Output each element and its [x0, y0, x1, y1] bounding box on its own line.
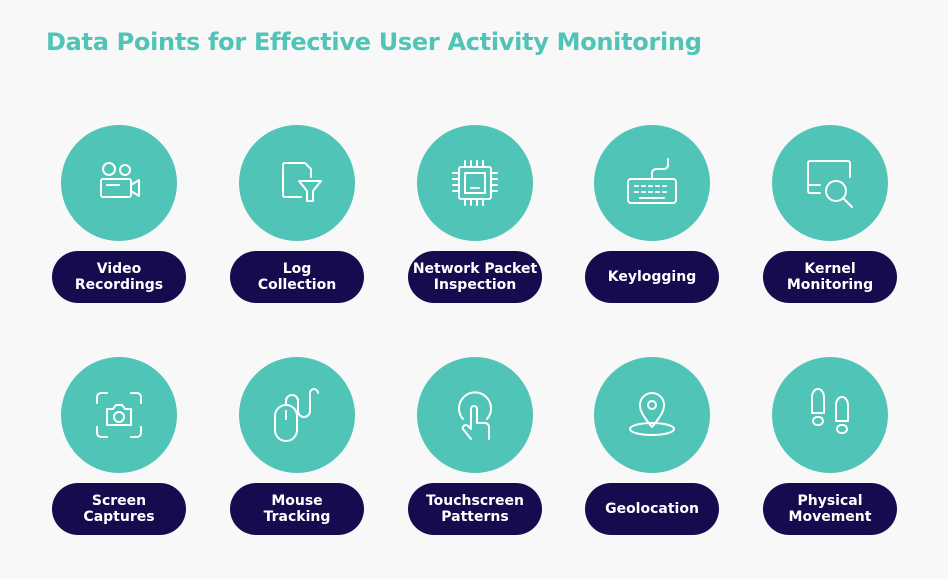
- touch-icon: [458, 391, 492, 440]
- monitor-search-icon: [807, 160, 853, 208]
- data-point-label: Network Packet Inspection: [408, 251, 542, 303]
- data-point-label: Keylogging: [585, 251, 719, 303]
- video-camera-icon: [100, 162, 140, 198]
- page-title: Data Points for Effective User Activity …: [46, 28, 702, 56]
- icon-circle: [61, 125, 177, 241]
- chip-icon: [452, 160, 498, 206]
- data-point-label: Screen Captures: [52, 483, 186, 535]
- keyboard-icon: [627, 158, 677, 204]
- data-point-label: Video Recordings: [52, 251, 186, 303]
- mouse-icon: [274, 388, 319, 442]
- data-point-label: Geolocation: [585, 483, 719, 535]
- data-point-label: Kernel Monitoring: [763, 251, 897, 303]
- file-filter-icon: [282, 162, 322, 202]
- icon-circle: [594, 125, 710, 241]
- data-point-label: Log Collection: [230, 251, 364, 303]
- location-pin-icon: [629, 392, 675, 436]
- icon-circle: [417, 125, 533, 241]
- icon-circle: [772, 125, 888, 241]
- icon-circle: [594, 357, 710, 473]
- icon-circle: [239, 125, 355, 241]
- icon-circle: [417, 357, 533, 473]
- data-point-label: Physical Movement: [763, 483, 897, 535]
- icon-circle: [239, 357, 355, 473]
- data-point-label: Mouse Tracking: [230, 483, 364, 535]
- icon-circle: [772, 357, 888, 473]
- data-point-label: Touchscreen Patterns: [408, 483, 542, 535]
- footprints-icon: [811, 388, 849, 434]
- screenshot-camera-icon: [96, 392, 142, 438]
- icon-circle: [61, 357, 177, 473]
